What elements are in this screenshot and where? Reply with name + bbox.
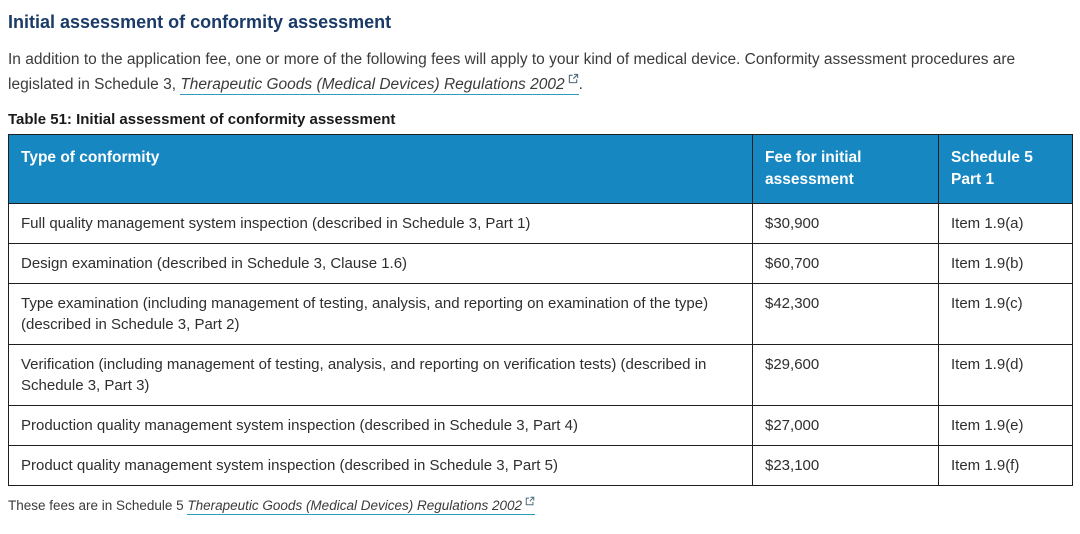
fee-cell: $23,100 <box>752 445 939 486</box>
table-row: Full quality management system inspectio… <box>8 203 1073 244</box>
fee-cell: $29,600 <box>752 344 939 406</box>
table-caption: Table 51: Initial assessment of conformi… <box>8 111 396 128</box>
table-row: Verification (including management of te… <box>8 344 1073 406</box>
intro-text-before: In addition to the application fee, one … <box>8 51 1016 93</box>
type-cell: Type examination (including management o… <box>8 283 753 345</box>
footnote-regulations-link-text: Therapeutic Goods (Medical Devices) Regu… <box>187 498 523 513</box>
intro-paragraph: In addition to the application fee, one … <box>8 47 1072 97</box>
regulations-link-text: Therapeutic Goods (Medical Devices) Regu… <box>180 76 565 93</box>
table-row: Design examination (described in Schedul… <box>8 243 1073 284</box>
column-header-type: Type of conformity <box>8 134 753 204</box>
table-header-row: Type of conformity Fee for initial asses… <box>8 134 1073 204</box>
type-cell: Product quality management system inspec… <box>8 445 753 486</box>
item-cell: Item 1.9(e) <box>938 405 1073 446</box>
footnote-regulations-link[interactable]: Therapeutic Goods (Medical Devices) Regu… <box>187 496 536 515</box>
item-cell: Item 1.9(b) <box>938 243 1073 284</box>
type-cell: Full quality management system inspectio… <box>8 203 753 244</box>
regulations-link[interactable]: Therapeutic Goods (Medical Devices) Regu… <box>180 73 579 95</box>
fee-cell: $27,000 <box>752 405 939 446</box>
type-cell: Verification (including management of te… <box>8 344 753 406</box>
fee-cell: $30,900 <box>752 203 939 244</box>
column-header-schedule: Schedule 5 Part 1 <box>938 134 1073 204</box>
external-link-icon <box>525 496 535 506</box>
item-cell: Item 1.9(f) <box>938 445 1073 486</box>
fee-cell: $42,300 <box>752 283 939 345</box>
page-title: Initial assessment of conformity assessm… <box>8 12 392 32</box>
type-cell: Design examination (described in Schedul… <box>8 243 753 284</box>
page: Initial assessment of conformity assessm… <box>8 11 1073 515</box>
item-cell: Item 1.9(c) <box>938 283 1073 345</box>
table-row: Production quality management system ins… <box>8 405 1073 446</box>
fee-cell: $60,700 <box>752 243 939 284</box>
footnote-text-before: These fees are in Schedule 5 <box>8 498 188 513</box>
fees-table: Type of conformity Fee for initial asses… <box>8 134 1073 486</box>
footnote: These fees are in Schedule 5 Therapeutic… <box>8 496 1072 515</box>
type-cell: Production quality management system ins… <box>8 405 753 446</box>
item-cell: Item 1.9(d) <box>938 344 1073 406</box>
item-cell: Item 1.9(a) <box>938 203 1073 244</box>
intro-text-after: . <box>578 76 583 93</box>
column-header-fee: Fee for initial assessment <box>752 134 939 204</box>
table-row: Type examination (including management o… <box>8 283 1073 345</box>
external-link-icon <box>568 73 579 84</box>
table-row: Product quality management system inspec… <box>8 445 1073 486</box>
